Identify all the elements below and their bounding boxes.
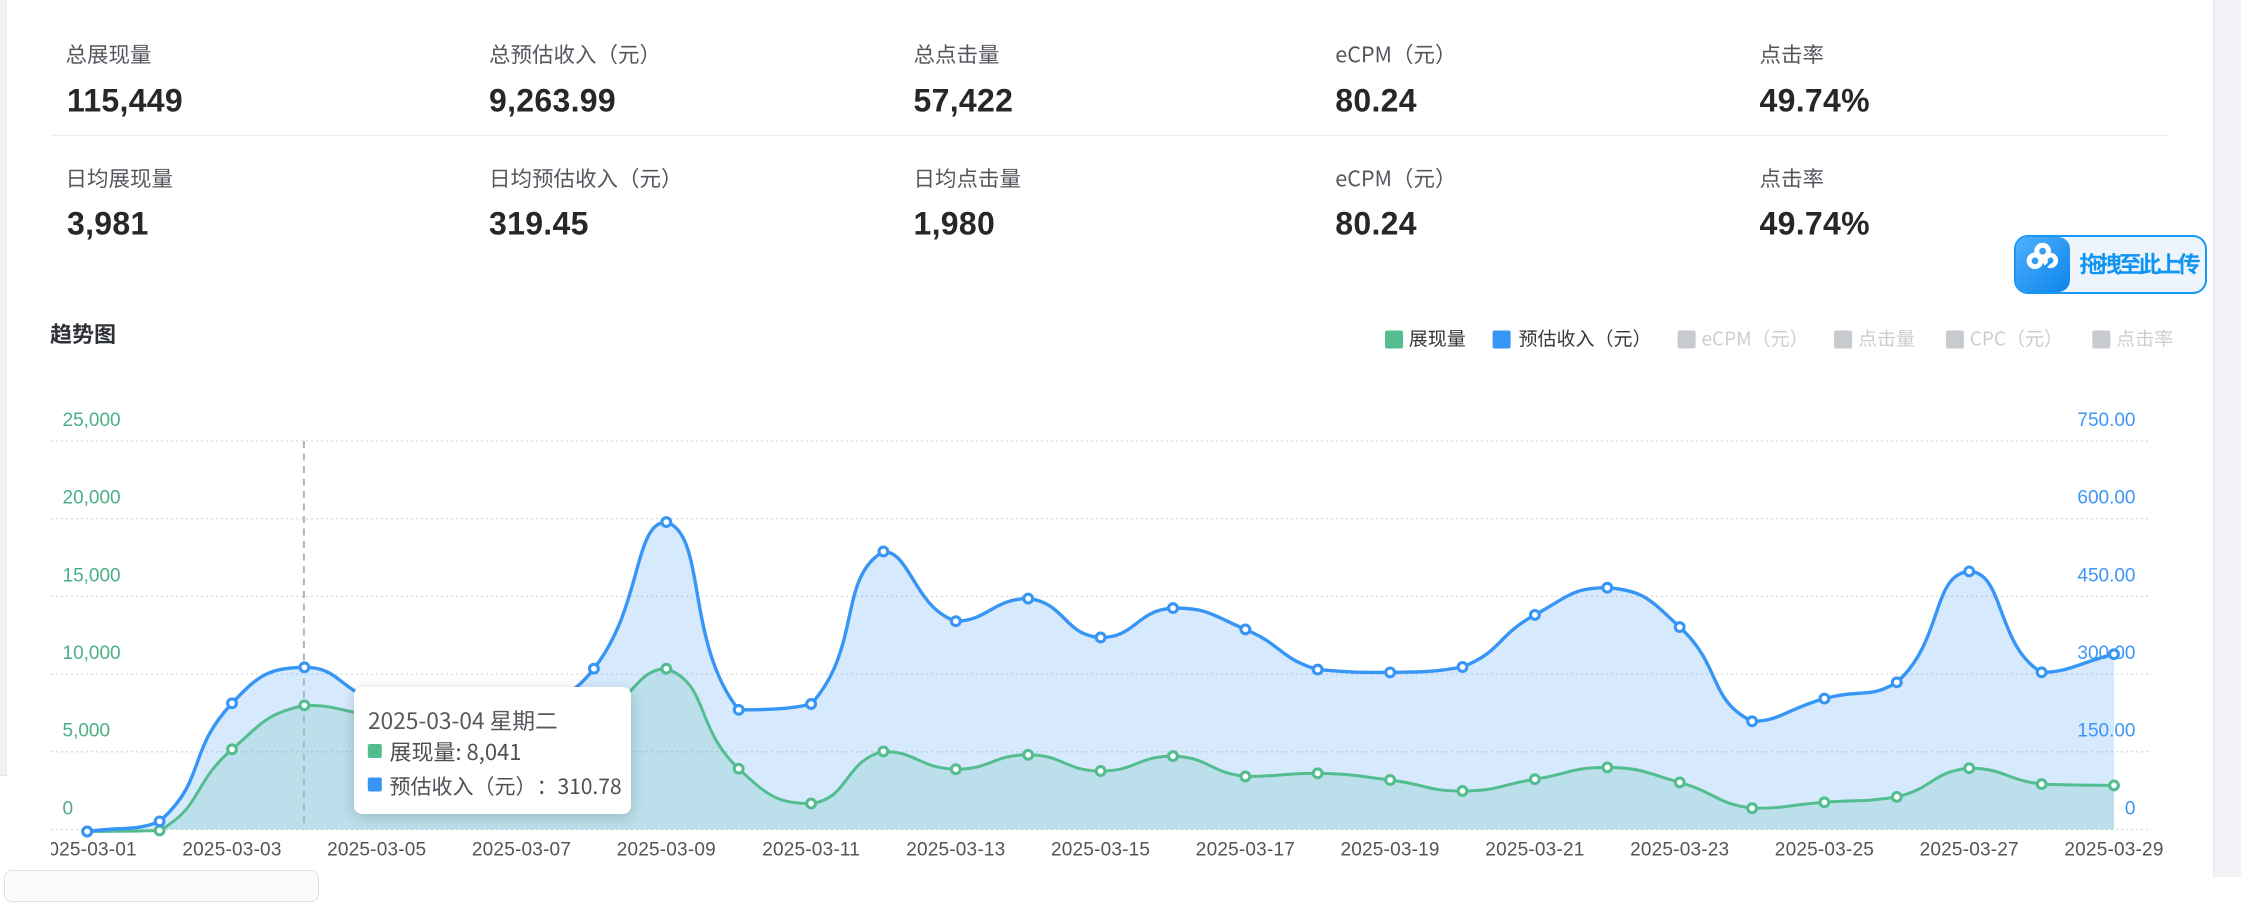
svg-text:20,000: 20,000 bbox=[63, 488, 121, 509]
svg-text:2025-03-05: 2025-03-05 bbox=[327, 840, 426, 861]
svg-text:319.45: 319.45 bbox=[489, 206, 589, 242]
svg-text:80.24: 80.24 bbox=[1335, 83, 1417, 119]
svg-text:49.74%: 49.74% bbox=[1760, 206, 1870, 242]
svg-text:80.24: 80.24 bbox=[1335, 206, 1417, 242]
svg-text:2025-03-11: 2025-03-11 bbox=[762, 840, 860, 861]
svg-text:25,000: 25,000 bbox=[63, 410, 121, 431]
svg-text:3,981: 3,981 bbox=[67, 206, 149, 242]
svg-text:150.00: 150.00 bbox=[2077, 721, 2135, 742]
svg-text:2025-03-09: 2025-03-09 bbox=[617, 840, 716, 861]
svg-text:2025-03-25: 2025-03-25 bbox=[1775, 840, 1874, 861]
svg-text:0: 0 bbox=[2125, 799, 2136, 820]
svg-text:300.00: 300.00 bbox=[2077, 643, 2135, 664]
svg-text:15,000: 15,000 bbox=[63, 565, 121, 586]
svg-text:57,422: 57,422 bbox=[914, 83, 1014, 119]
svg-text:5,000: 5,000 bbox=[63, 721, 111, 742]
svg-text:2025-03-27: 2025-03-27 bbox=[1920, 840, 2019, 861]
svg-text:2025-03-07: 2025-03-07 bbox=[472, 840, 571, 861]
svg-text:2025-03-13: 2025-03-13 bbox=[906, 840, 1005, 861]
svg-text:2025-03-15: 2025-03-15 bbox=[1051, 840, 1150, 861]
svg-text:450.00: 450.00 bbox=[2077, 565, 2135, 586]
svg-text:2025-03-23: 2025-03-23 bbox=[1630, 840, 1729, 861]
svg-text:2025-03-01: 2025-03-01 bbox=[38, 840, 137, 861]
svg-text:10,000: 10,000 bbox=[63, 643, 121, 664]
svg-text:0: 0 bbox=[63, 799, 74, 820]
svg-text:750.00: 750.00 bbox=[2077, 410, 2135, 431]
svg-text:49.74%: 49.74% bbox=[1760, 83, 1870, 119]
svg-text:2025-03-03: 2025-03-03 bbox=[182, 840, 281, 861]
svg-text:2025-03-17: 2025-03-17 bbox=[1196, 840, 1295, 861]
svg-text:2025-03-19: 2025-03-19 bbox=[1340, 840, 1439, 861]
svg-text:2025-03-29: 2025-03-29 bbox=[2064, 840, 2163, 861]
svg-text:600.00: 600.00 bbox=[2077, 488, 2135, 509]
svg-text:2025-03-21: 2025-03-21 bbox=[1485, 840, 1584, 861]
svg-text:9,263.99: 9,263.99 bbox=[489, 83, 616, 119]
svg-text:1,980: 1,980 bbox=[914, 206, 996, 242]
svg-text:115,449: 115,449 bbox=[67, 83, 183, 119]
